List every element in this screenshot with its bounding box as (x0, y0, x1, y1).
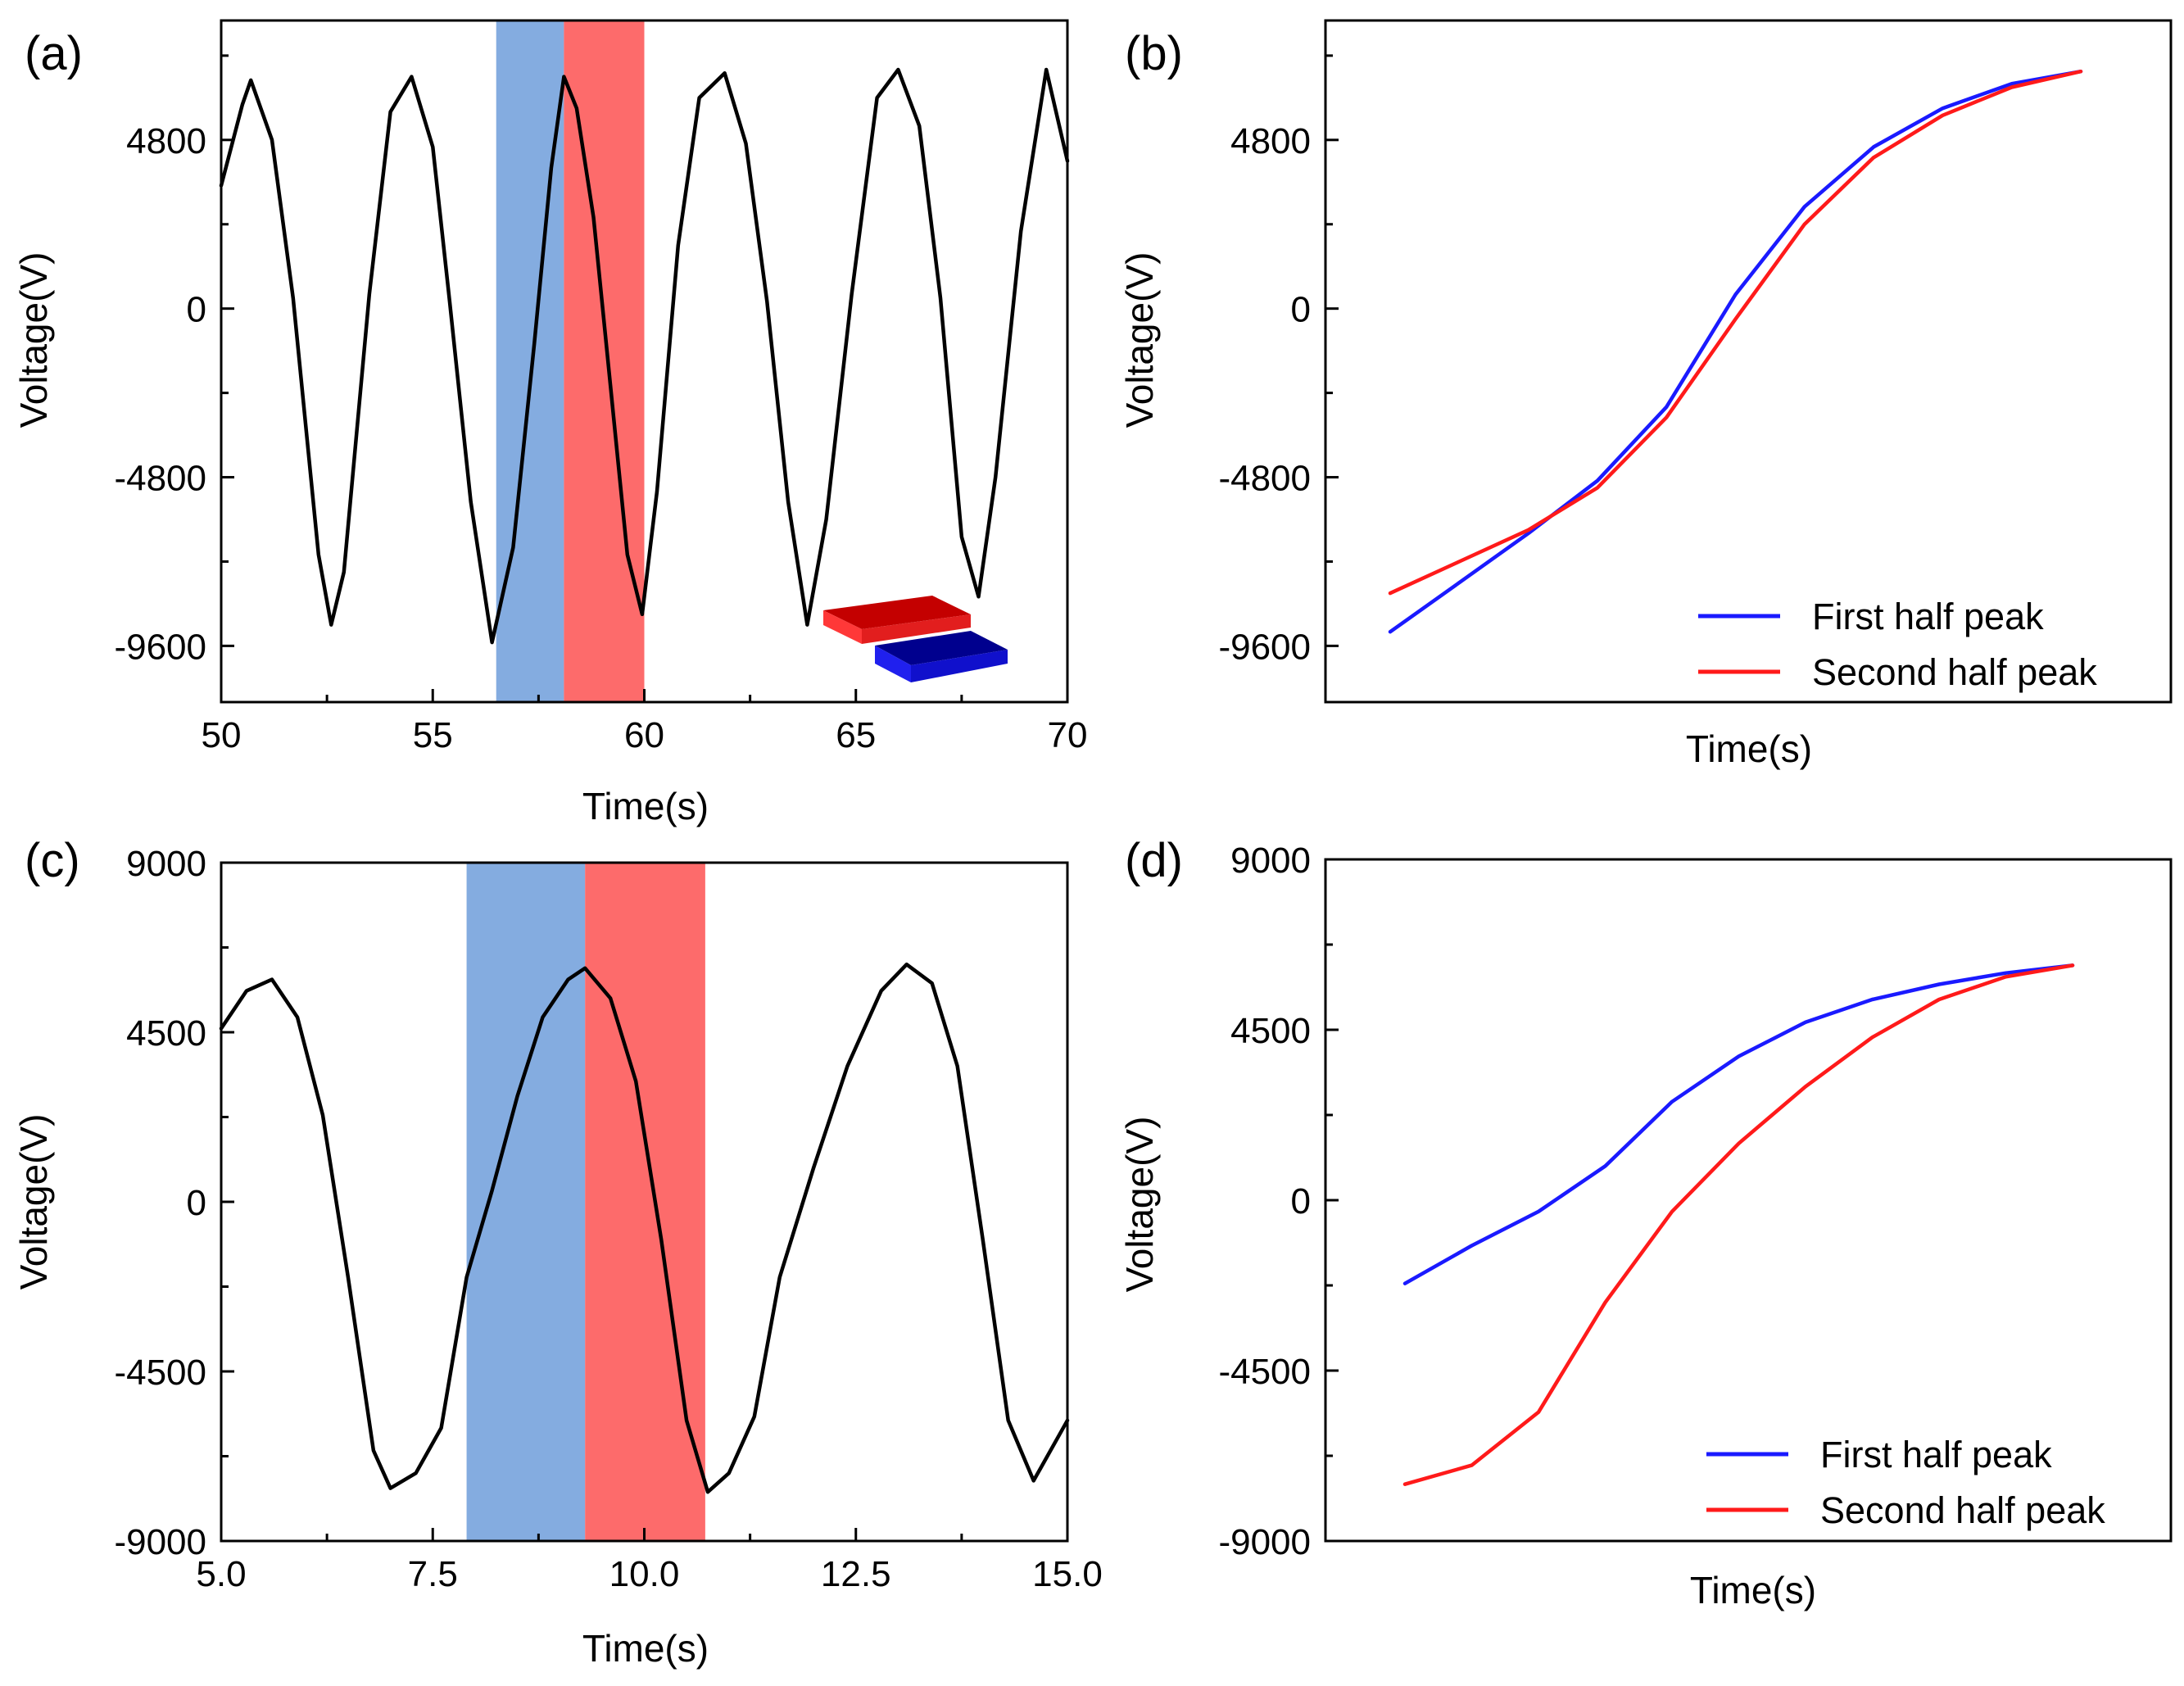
x-tick-label: 50 (202, 715, 242, 755)
blue-plate-top (875, 631, 1008, 665)
voltage-trace-line (219, 962, 1070, 1494)
panel-c-x-axis-label: Time(s) (582, 1627, 709, 1670)
y-tick-label: -4500 (1218, 1352, 1311, 1392)
panel-a-ticks: 4800 0 -4800 -9600 50 55 60 65 70 (114, 54, 1088, 755)
legend-label-first-half-peak: First half peak (1812, 596, 2044, 637)
y-tick-label: 9000 (1230, 841, 1311, 881)
panel-b-x-axis-label: Time(s) (1686, 727, 1812, 770)
y-tick-label: 0 (187, 290, 206, 330)
y-tick-label: 4500 (1230, 1011, 1311, 1051)
x-tick-label: 10.0 (609, 1554, 680, 1594)
y-tick-label: -4500 (114, 1353, 206, 1393)
panel-b-plot-frame (1324, 19, 2173, 704)
panel-a: (a) 4800 0 -4800 -9600 50 55 60 65 70 Voltage(V)… (12, 19, 1088, 827)
x-tick-label: 12.5 (821, 1554, 891, 1594)
first-half-shade (496, 20, 564, 702)
y-tick-label: -9000 (1218, 1522, 1311, 1562)
panel-d-legend: First half peak Second half peak (1706, 1434, 2105, 1531)
panel-a-shading (496, 20, 645, 702)
voltage-trace-line (219, 67, 1070, 645)
y-tick-label: -4800 (1218, 459, 1311, 499)
first-half-peak-line (1388, 69, 2083, 634)
y-tick-label: 0 (1291, 290, 1311, 330)
x-tick-label: 15.0 (1032, 1554, 1103, 1594)
panel-b-legend: First half peak Second half peak (1698, 596, 2097, 693)
panel-b-y-axis-label: Voltage(V) (1118, 252, 1161, 428)
panel-b-label: (b) (1125, 27, 1183, 80)
panel-d-x-axis-label: Time(s) (1690, 1569, 1816, 1611)
panel-a-series (219, 67, 1070, 645)
panel-d-label: (d) (1125, 834, 1183, 887)
y-tick-label: 9000 (126, 844, 206, 884)
y-tick-label: 0 (1291, 1181, 1311, 1221)
panel-b-series (1388, 69, 2083, 634)
first-half-shade (466, 863, 586, 1541)
panel-d: (d) 9000 4500 0 -4500 -9000 First half peak … (1118, 834, 2173, 1611)
panel-b: (b) 4800 0 -4800 -9600 First half peak Seco… (1118, 19, 2173, 770)
panel-a-label: (a) (25, 27, 83, 80)
legend-label-first-half-peak: First half peak (1820, 1434, 2052, 1475)
legend-label-second-half-peak: Second half peak (1820, 1489, 2105, 1531)
blue-plate-front (875, 646, 911, 682)
panel-a-x-axis-label: Time(s) (582, 785, 709, 827)
panel-b-ticks: 4800 0 -4800 -9600 (1218, 54, 1339, 667)
panel-d-ticks: 9000 4500 0 -4500 -9000 (1218, 841, 1339, 1562)
second-half-shade (564, 20, 645, 702)
y-tick-label: 4800 (1230, 121, 1311, 161)
panel-a-inset-plates (823, 596, 1008, 682)
y-tick-label: -9600 (114, 627, 206, 667)
panel-c-shading (466, 863, 705, 1541)
panel-d-y-axis-label: Voltage(V) (1118, 1117, 1161, 1293)
first-half-peak-line (1402, 963, 2075, 1285)
second-half-shade (585, 863, 705, 1541)
panel-d-series (1402, 963, 2075, 1486)
y-tick-label: -4800 (114, 459, 206, 499)
red-plate-front (823, 610, 862, 644)
y-tick-label: 4800 (126, 121, 206, 161)
y-tick-label: -9000 (114, 1522, 206, 1562)
red-plate-top (823, 596, 971, 629)
red-plate-side (862, 614, 971, 644)
x-tick-label: 5.0 (196, 1554, 246, 1594)
panel-c-y-axis-label: Voltage(V) (12, 1114, 55, 1290)
panel-c-series (219, 962, 1070, 1494)
x-tick-label: 7.5 (408, 1554, 458, 1594)
legend-label-second-half-peak: Second half peak (1812, 651, 2097, 693)
y-tick-label: 4500 (126, 1013, 206, 1054)
x-tick-label: 65 (836, 715, 876, 755)
second-half-peak-line (1402, 963, 2075, 1486)
blue-plate-side (911, 650, 1008, 682)
y-tick-label: 0 (187, 1183, 206, 1223)
x-tick-label: 55 (413, 715, 453, 755)
panel-a-y-axis-label: Voltage(V) (12, 252, 55, 428)
x-tick-label: 60 (624, 715, 664, 755)
panel-c-label: (c) (25, 834, 80, 887)
second-half-peak-line (1388, 69, 2083, 596)
x-tick-label: 70 (1048, 715, 1088, 755)
y-tick-label: -9600 (1218, 627, 1311, 667)
